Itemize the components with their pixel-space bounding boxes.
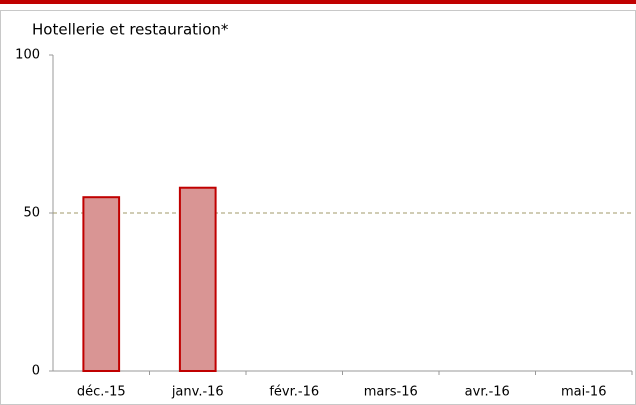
x-tick-label: déc.-15 <box>77 385 126 400</box>
x-tick-label: avr.-16 <box>465 385 510 400</box>
y-tick-label: 0 <box>32 364 40 379</box>
y-tick-label: 50 <box>23 206 40 221</box>
top-band <box>0 0 636 4</box>
bar <box>82 196 121 372</box>
chart-title: Hotellerie et restauration* <box>32 21 229 39</box>
x-tick-label: janv.-16 <box>171 385 224 400</box>
x-tick-label: févr.-16 <box>269 385 319 400</box>
x-tick-label: mars-16 <box>364 385 418 400</box>
bar <box>178 186 217 372</box>
x-tick-label: mai-16 <box>561 385 606 400</box>
y-tick-label: 100 <box>15 48 40 63</box>
